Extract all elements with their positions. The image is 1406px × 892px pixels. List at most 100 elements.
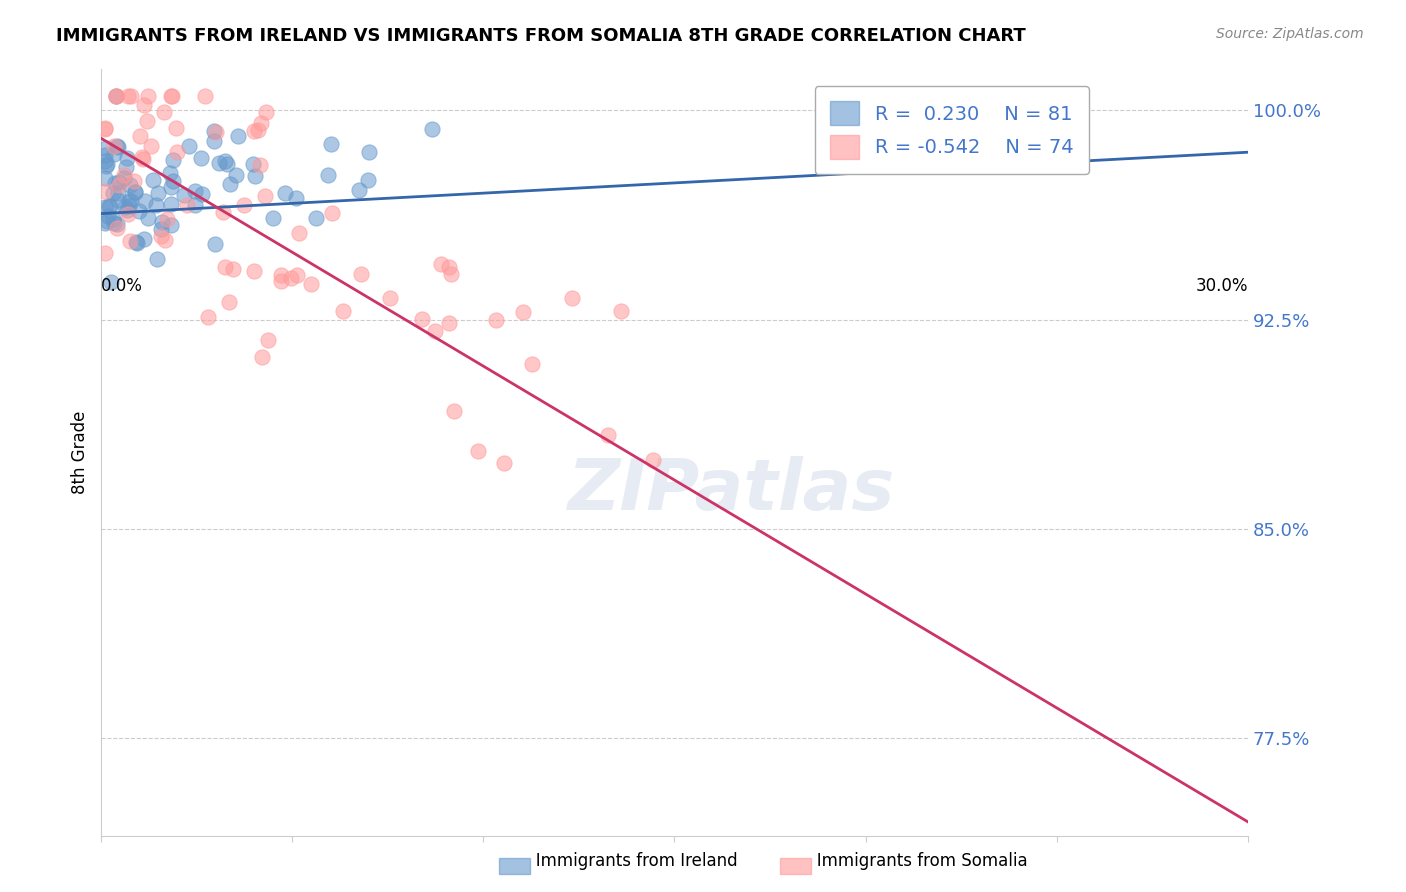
Point	[194, 89, 217, 103]
Point	[288, 226, 311, 240]
Point	[197, 310, 219, 324]
Point	[146, 186, 169, 200]
Point	[94, 159, 117, 173]
Point	[107, 221, 129, 235]
Point	[270, 268, 292, 282]
Point	[242, 264, 264, 278]
Point	[252, 350, 274, 364]
Point	[108, 175, 131, 189]
Point	[643, 452, 665, 467]
Point	[97, 209, 120, 223]
Point	[273, 186, 295, 201]
Point	[94, 121, 117, 136]
Point	[94, 122, 117, 136]
Point	[162, 174, 184, 188]
Point	[350, 267, 373, 281]
Point	[145, 198, 167, 212]
Text: Source: ZipAtlas.com: Source: ZipAtlas.com	[1216, 27, 1364, 41]
Point	[280, 271, 302, 285]
Point	[117, 206, 139, 220]
Point	[112, 169, 135, 183]
Point	[243, 169, 266, 183]
Point	[332, 303, 354, 318]
Point	[128, 204, 150, 219]
Point	[262, 211, 284, 225]
Point	[96, 141, 118, 155]
Point	[132, 98, 155, 112]
Point	[149, 222, 172, 236]
Point	[135, 114, 157, 128]
Point	[160, 89, 183, 103]
Y-axis label: 8th Grade: 8th Grade	[72, 410, 89, 494]
Point	[247, 122, 270, 136]
Point	[94, 148, 117, 162]
Point	[284, 191, 307, 205]
Bar	[499, 858, 530, 874]
Point	[96, 157, 118, 171]
Point	[104, 176, 127, 190]
Point	[190, 187, 212, 202]
Point	[103, 146, 125, 161]
Point	[94, 185, 117, 199]
Point	[134, 194, 156, 209]
Point	[94, 246, 117, 260]
Point	[118, 199, 141, 213]
Point	[150, 228, 173, 243]
Point	[107, 186, 129, 200]
Point	[115, 160, 138, 174]
Point	[561, 291, 583, 305]
Point	[125, 235, 148, 250]
Point	[108, 178, 131, 192]
Point	[232, 198, 254, 212]
Point	[105, 89, 128, 103]
Point	[217, 157, 239, 171]
Point	[492, 456, 515, 470]
Point	[299, 277, 322, 292]
Point	[136, 89, 159, 103]
Point	[117, 89, 139, 103]
Point	[94, 200, 117, 214]
Point	[357, 173, 380, 187]
Point	[522, 357, 544, 371]
Text: ZIPatlas: ZIPatlas	[568, 456, 896, 525]
Point	[184, 185, 207, 199]
Point	[321, 205, 343, 219]
Point	[117, 203, 139, 218]
Legend: R =  0.230    N = 81, R = -0.542    N = 74: R = 0.230 N = 81, R = -0.542 N = 74	[814, 86, 1090, 174]
Point	[128, 128, 150, 143]
Point	[596, 428, 619, 442]
Point	[120, 89, 142, 103]
Point	[221, 261, 243, 276]
Point	[256, 333, 278, 347]
Text: IMMIGRANTS FROM IRELAND VS IMMIGRANTS FROM SOMALIA 8TH GRADE CORRELATION CHART: IMMIGRANTS FROM IRELAND VS IMMIGRANTS FR…	[56, 27, 1026, 45]
Point	[125, 235, 148, 249]
Point	[437, 260, 460, 274]
Point	[114, 200, 136, 214]
Point	[124, 186, 146, 200]
Point	[207, 155, 229, 169]
Point	[105, 139, 128, 153]
Point	[430, 257, 453, 271]
Point	[318, 169, 340, 183]
Point	[100, 276, 122, 290]
Point	[107, 193, 129, 207]
Point	[270, 274, 292, 288]
Point	[142, 172, 165, 186]
Point	[190, 151, 212, 165]
Point	[176, 198, 198, 212]
Point	[202, 123, 225, 137]
Point	[437, 317, 460, 331]
Point	[159, 179, 181, 194]
Point	[141, 138, 163, 153]
Point	[610, 304, 633, 318]
Point	[96, 213, 118, 227]
Text: Immigrants from Somalia: Immigrants from Somalia	[801, 852, 1028, 870]
Point	[150, 215, 173, 229]
Point	[118, 194, 141, 208]
Point	[134, 232, 156, 246]
Point	[211, 205, 233, 219]
Point	[218, 294, 240, 309]
Point	[94, 170, 117, 185]
Point	[101, 212, 124, 227]
Point	[443, 404, 465, 418]
